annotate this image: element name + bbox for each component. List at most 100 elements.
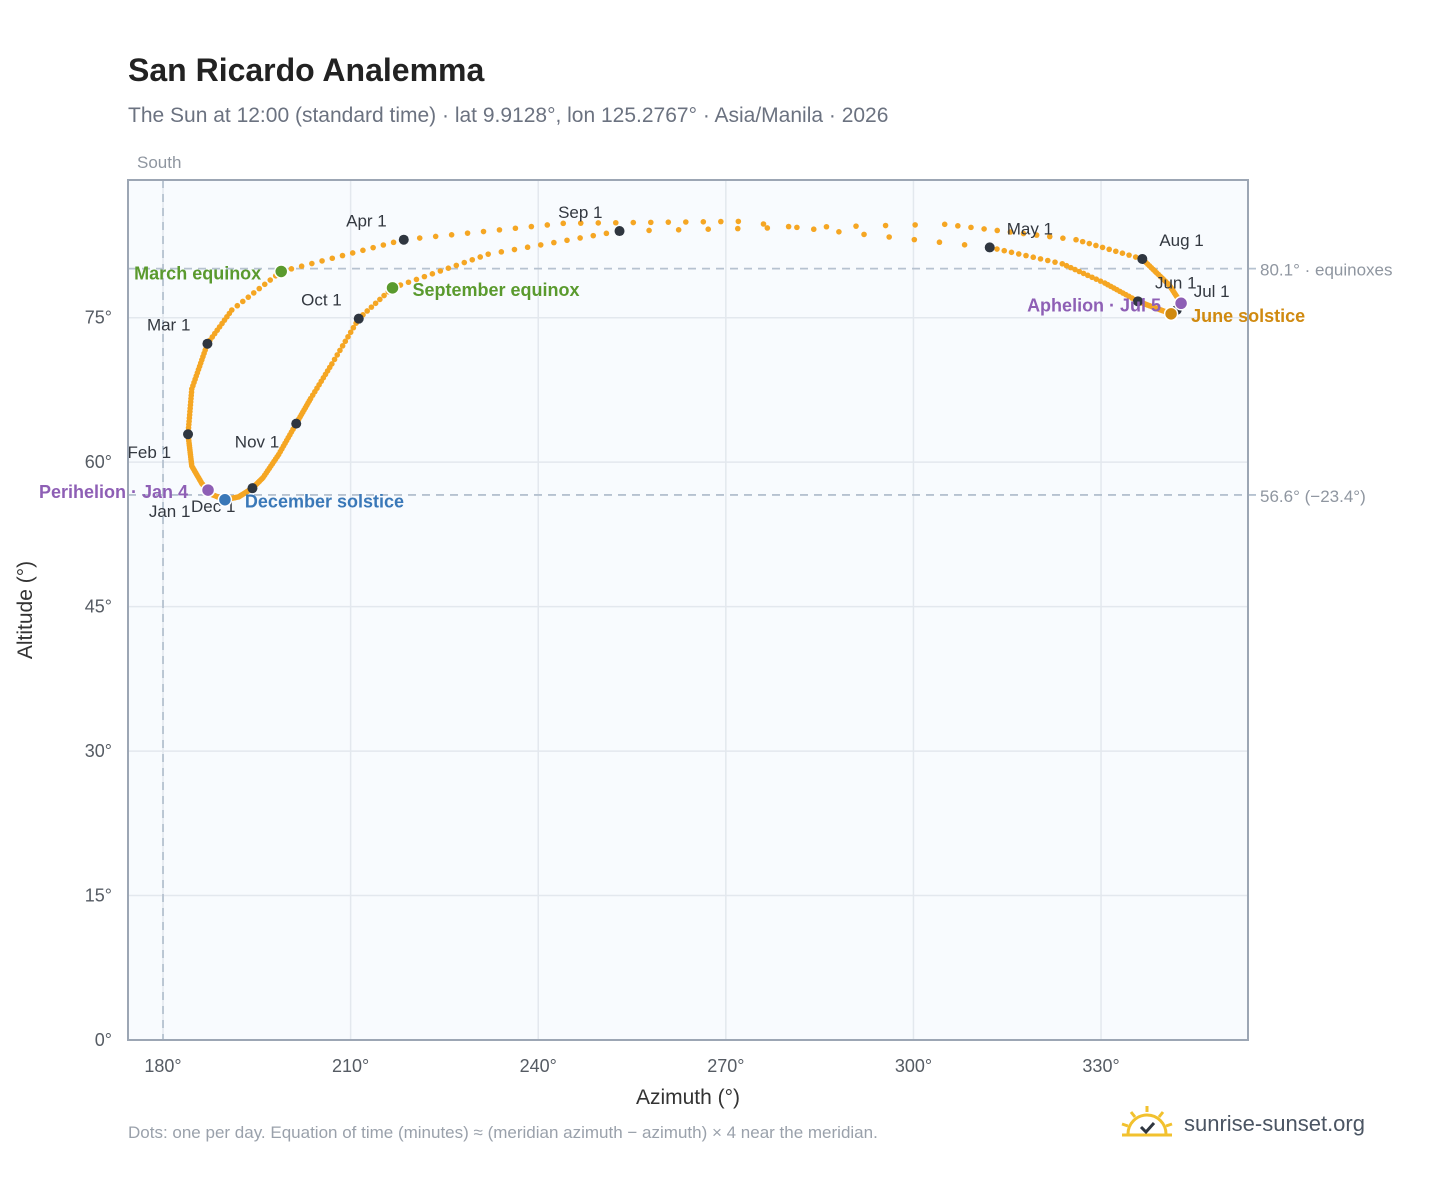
daily-dot <box>794 224 800 231</box>
axis-ticks: 180° 210° 240° 270° 300° 330° 0° 15° 30° 45° 60° 75… <box>85 308 1120 1076</box>
daily-dot <box>485 251 492 257</box>
daily-dot <box>432 233 439 240</box>
daily-dot <box>234 302 241 309</box>
daily-dot <box>1063 262 1070 269</box>
daily-dot <box>477 254 484 260</box>
daily-dot <box>1059 260 1066 267</box>
daily-dot <box>461 259 468 266</box>
y-tick-label: 30° <box>85 741 112 761</box>
daily-dot <box>675 227 682 233</box>
daily-dot <box>429 271 436 277</box>
daily-dot <box>734 225 741 232</box>
event-marker <box>1173 296 1189 311</box>
month-label: Apr 1 <box>346 212 387 231</box>
month-label: Jan 1 <box>149 502 191 521</box>
event-label: March equinox <box>134 263 261 283</box>
month-label: Nov 1 <box>235 433 279 452</box>
x-axis-title: Azimuth (°) <box>636 1086 740 1109</box>
daily-dot <box>331 356 338 363</box>
x-tick-label: 270° <box>707 1056 744 1076</box>
daily-dot <box>941 221 948 228</box>
month-marker <box>614 226 625 237</box>
daily-dot <box>544 222 551 228</box>
daily-dot <box>647 219 654 226</box>
daily-dot <box>1037 256 1044 262</box>
daily-dot <box>577 220 584 226</box>
y-axis-title: Altitude (°) <box>14 561 37 659</box>
month-label: Sep 1 <box>558 203 602 222</box>
daily-dot <box>1015 251 1022 257</box>
daily-dot <box>298 263 305 269</box>
month-label: Oct 1 <box>301 291 342 310</box>
daily-dot <box>524 244 531 251</box>
brand-logo[interactable]: sunrise-sunset.org <box>1120 1102 1365 1146</box>
daily-dot <box>309 260 315 267</box>
y-tick-label: 60° <box>85 452 112 472</box>
y-tick-label: 45° <box>85 597 112 617</box>
daily-dot <box>267 277 274 283</box>
event-label: Perihelion · Jan 4 <box>39 482 188 502</box>
x-tick-label: 180° <box>144 1056 181 1076</box>
daily-dot <box>968 224 974 231</box>
daily-dot <box>464 230 471 236</box>
daily-dot <box>339 343 346 349</box>
event-marker <box>1163 306 1179 322</box>
daily-dot <box>1106 246 1112 253</box>
y-tick-label: 0° <box>95 1030 112 1050</box>
daily-dot <box>612 219 619 226</box>
daily-dot <box>1052 259 1058 265</box>
daily-dot <box>342 338 349 345</box>
month-label: Feb 1 <box>128 443 171 462</box>
daily-dot <box>760 221 767 227</box>
daily-dot <box>646 227 652 234</box>
altitude-reference-label: 56.6° (−23.4°) <box>1260 487 1366 506</box>
footnote: Dots: one per day. Equation of time (min… <box>128 1123 878 1142</box>
daily-dot <box>334 352 341 358</box>
daily-dot <box>364 308 370 314</box>
daily-dot <box>764 225 771 231</box>
month-label: Mar 1 <box>147 316 190 335</box>
daily-dot <box>421 273 428 280</box>
chart-title: San Ricardo Analemma <box>128 52 485 88</box>
x-tick-label: 330° <box>1082 1056 1119 1076</box>
daily-dot <box>496 227 503 233</box>
daily-dot <box>1007 229 1014 235</box>
daily-dot <box>1080 270 1087 277</box>
daily-dot <box>981 226 987 232</box>
daily-dot <box>936 239 943 246</box>
daily-dot <box>1046 233 1053 240</box>
daily-dot <box>683 219 689 225</box>
daily-dot <box>319 258 325 264</box>
daily-dot <box>1132 254 1139 260</box>
daily-dot <box>437 268 444 274</box>
daily-dot <box>1067 264 1074 271</box>
daily-dot <box>1113 248 1119 255</box>
daily-dot <box>1126 252 1132 258</box>
month-marker <box>984 242 995 253</box>
daily-dot <box>735 218 742 225</box>
event-marker <box>217 492 233 507</box>
daily-dot <box>700 218 707 225</box>
y-tick-label: 75° <box>85 308 112 328</box>
daily-dot <box>381 292 387 299</box>
daily-dot <box>250 290 257 296</box>
event-marker <box>200 482 216 498</box>
daily-dot <box>551 239 557 246</box>
daily-dot <box>1073 236 1079 243</box>
daily-dot <box>329 255 336 262</box>
daily-dot <box>390 239 397 246</box>
daily-dot <box>1084 272 1091 279</box>
daily-dot <box>630 219 637 226</box>
month-marker <box>353 313 364 324</box>
grid-lines <box>128 180 1248 1040</box>
daily-dot <box>368 304 375 310</box>
daily-dot <box>377 296 383 303</box>
daily-dot <box>564 237 570 244</box>
daily-dot <box>512 225 519 232</box>
daily-dot <box>511 246 518 253</box>
daily-dot <box>810 226 817 233</box>
daily-dot <box>595 220 602 226</box>
daily-dot <box>1001 247 1008 254</box>
